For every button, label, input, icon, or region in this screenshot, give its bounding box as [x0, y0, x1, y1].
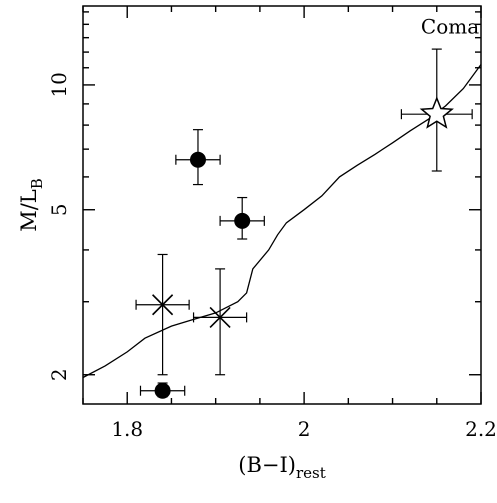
data-point-cross-0: [135, 253, 190, 376]
data-point-filled-circle-2: [139, 382, 186, 399]
labels-layer: 1.8 2 2.2 2 5 10 Coma: [47, 15, 497, 441]
y-axis-title-main: M/L: [17, 189, 41, 232]
filled-circle-marker: [189, 151, 206, 168]
y-tick-label-1: 5: [47, 203, 71, 216]
x-axis-title-main: (B−I): [238, 453, 296, 477]
x-tick-label-1: 2: [298, 417, 311, 441]
y-axis-title-sub: B: [28, 178, 46, 189]
open-star-marker: [419, 96, 454, 129]
y-tick-label-0: 2: [47, 368, 71, 381]
y-tick-label-2: 10: [47, 72, 71, 97]
data-point-filled-circle-0: [175, 129, 221, 186]
x-axis-title: (B−I)rest: [238, 453, 326, 482]
model-curve-layer: [82, 64, 482, 379]
filled-circle-marker: [154, 382, 171, 399]
cross-marker-stroke: [209, 306, 231, 328]
data-point-filled-circle-1: [219, 196, 265, 240]
y-axis-title: M/LB: [17, 178, 46, 232]
cross-marker-stroke: [152, 294, 174, 316]
filled-circle-marker: [234, 212, 251, 229]
x-tick-label-0: 1.8: [111, 417, 143, 441]
x-axis-title-sub: rest: [296, 464, 326, 482]
data-points-layer: [135, 48, 473, 399]
data-point-cross-1: [192, 268, 248, 376]
model-curve: [82, 64, 482, 379]
annotation-0: Coma: [421, 15, 479, 39]
x-tick-label-2: 2.2: [465, 417, 497, 441]
ticks-layer: [82, 6, 482, 404]
data-point-open-star-0: [400, 48, 473, 172]
plot-frame: [82, 5, 482, 405]
